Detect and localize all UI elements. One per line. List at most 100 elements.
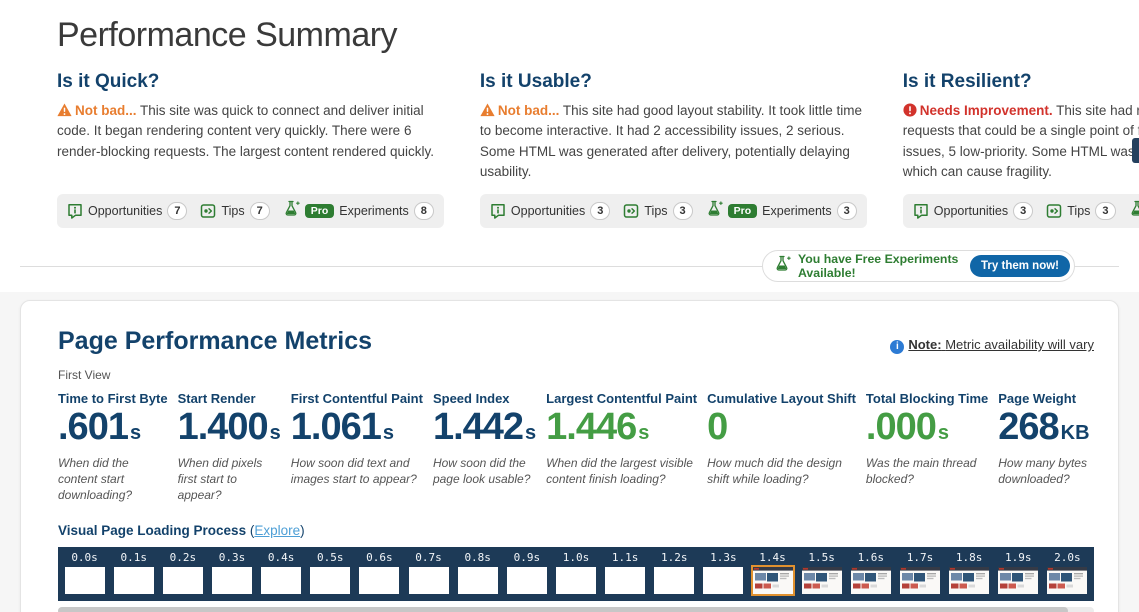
metric-speed-index: Speed Index 1.442 s How soon did the page l… <box>433 391 546 503</box>
warning-icon <box>480 103 498 118</box>
frame-thumbnail[interactable] <box>211 567 252 595</box>
frame-thumbnail[interactable] <box>949 567 990 595</box>
filmstrip-frame-0.4s[interactable]: 0.4s <box>257 551 306 595</box>
frame-thumbnail[interactable] <box>506 567 547 595</box>
filmstrip-frame-1.7s[interactable]: 1.7s <box>895 551 944 595</box>
filmstrip-frame-1.8s[interactable]: 1.8s <box>945 551 994 595</box>
frame-thumbnail[interactable] <box>654 567 695 595</box>
frame-timestamp: 2.0s <box>1054 551 1081 565</box>
frame-timestamp: 1.9s <box>1004 551 1032 565</box>
page-performance-metrics-card: Page Performance Metrics i Note: Metric a… <box>20 300 1119 612</box>
frame-timestamp: 0.1s <box>120 551 147 565</box>
assessment-heading: Is it Usable? <box>479 71 592 92</box>
frame-thumbnail[interactable] <box>605 567 646 595</box>
frame-timestamp: 1.2s <box>661 551 688 565</box>
filmstrip-frame-0.1s[interactable]: 0.1s <box>109 551 158 595</box>
metrics-heading: Page Performance Metrics <box>58 327 373 355</box>
filmstrip-frame-1.2s[interactable]: 1.2s <box>650 551 699 595</box>
experiments-badge[interactable]: Pro Experiments 8 <box>283 200 434 222</box>
filmstrip-frame-0.9s[interactable]: 0.9s <box>502 551 551 595</box>
frame-thumbnail[interactable] <box>310 567 351 595</box>
filmstrip-frame-1.6s[interactable]: 1.6s <box>846 551 895 595</box>
metric-description: When did the largest visible content fin… <box>546 455 693 487</box>
opportunities-badge[interactable]: Opportunities 3 <box>490 202 611 220</box>
try-experiments-button[interactable]: Try them now! <box>970 255 1070 277</box>
metric-description: Was the main thread blocked? <box>865 455 977 487</box>
first-view-label: First View <box>58 368 111 382</box>
metric-value: 268 KB <box>998 406 1090 448</box>
filmstrip-frame-2.0s[interactable]: 2.0s <box>1043 551 1092 595</box>
metric-label: Total Blocking Time <box>865 391 989 406</box>
tips-badge[interactable]: Tips 3 <box>1046 202 1116 220</box>
frame-thumbnail[interactable] <box>64 567 105 595</box>
frame-thumbnail[interactable] <box>998 567 1039 595</box>
filmstrip-frame-1.1s[interactable]: 1.1s <box>601 551 650 595</box>
metric-description: When did the content start downloading? <box>58 455 133 503</box>
frame-thumbnail[interactable] <box>801 567 842 595</box>
frame-thumbnail[interactable] <box>408 567 449 595</box>
frame-thumbnail[interactable] <box>457 567 498 595</box>
tips-badge[interactable]: Tips 3 <box>623 202 693 220</box>
frame-thumbnail[interactable] <box>850 567 891 595</box>
filmstrip-frame-0.0s[interactable]: 0.0s <box>60 551 109 595</box>
filmstrip-frame-1.4s[interactable]: 1.4s <box>748 551 797 597</box>
frame-timestamp: 1.1s <box>611 551 639 565</box>
filmstrip-frame-0.8s[interactable]: 0.8s <box>453 551 502 595</box>
filmstrip-frame-1.3s[interactable]: 1.3s <box>699 551 748 595</box>
explore-link[interactable]: Explore <box>254 523 301 539</box>
frame-thumbnail[interactable] <box>703 567 744 595</box>
metric-label: Page Weight <box>998 391 1077 406</box>
assessment-description: Not bad... This site was quick to connec… <box>57 103 434 159</box>
filmstrip-scrollbar[interactable] <box>58 607 1094 612</box>
tips-badge[interactable]: Tips 7 <box>200 202 270 220</box>
frame-timestamp: 0.3s <box>218 551 246 565</box>
frame-thumbnail[interactable] <box>162 567 203 595</box>
frame-timestamp: 1.5s <box>808 551 835 565</box>
frame-timestamp: 1.4s <box>759 551 786 565</box>
assessment-is-it-quick: Is it Quick? Not bad... This site was qui… <box>57 71 444 228</box>
frame-thumbnail[interactable] <box>750 565 795 597</box>
divider-row: You have Free Experiments Available! Try… <box>20 240 1119 292</box>
assessment-heading: Is it Resilient? <box>902 71 1032 92</box>
metric-description: How many bytes downloaded? <box>998 455 1087 487</box>
metric-cumulative-layout-shift: Cumulative Layout Shift 0 How much did the… <box>707 391 866 503</box>
opportunities-badge[interactable]: Opportunities 7 <box>67 202 188 220</box>
filmstrip-frame-1.9s[interactable]: 1.9s <box>994 551 1043 595</box>
frame-timestamp: 1.7s <box>906 551 934 565</box>
filmstrip-frame-0.5s[interactable]: 0.5s <box>306 551 355 595</box>
metric-description: When did pixels first start to appear? <box>177 455 263 503</box>
metric-value: 0 <box>707 406 728 448</box>
edge-tab[interactable] <box>1132 138 1139 163</box>
metric-label: Cumulative Layout Shift <box>707 391 856 406</box>
metric-availability-note[interactable]: i Note: Metric availability will vary <box>890 337 1094 354</box>
frame-thumbnail[interactable] <box>359 567 400 595</box>
frame-timestamp: 0.4s <box>267 551 295 565</box>
assessment-description: Needs Improvement. This site had render-… <box>902 103 1139 179</box>
status-text: Not bad... <box>75 103 137 118</box>
scrollbar-thumb[interactable] <box>58 607 1069 612</box>
metric-description: How soon did text and images start to ap… <box>290 455 417 487</box>
filmstrip-frame-1.5s[interactable]: 1.5s <box>797 551 846 595</box>
metric-largest-contentful-paint: Largest Contentful Paint 1.446 s When did t… <box>546 391 707 503</box>
frame-timestamp: 0.9s <box>513 551 541 565</box>
frame-thumbnail[interactable] <box>113 567 154 595</box>
filmstrip-frame-0.2s[interactable]: 0.2s <box>158 551 207 595</box>
frame-thumbnail[interactable] <box>261 567 302 595</box>
filmstrip-frame-0.3s[interactable]: 0.3s <box>207 551 256 595</box>
assessment-columns: Is it Quick? Not bad... This site was qui… <box>57 71 1139 228</box>
experiments-badge[interactable]: ProExperiments9 <box>1129 200 1139 222</box>
assessment-is-it-resilient: Is it Resilient? Needs Improvement. This … <box>902 71 1139 228</box>
frame-thumbnail[interactable] <box>1047 567 1088 595</box>
error-icon <box>903 103 920 118</box>
experiments-badge[interactable]: Pro Experiments 3 <box>706 200 857 222</box>
banner-text: You have Free Experiments Available! <box>798 252 959 280</box>
filmstrip-frame-1.0s[interactable]: 1.0s <box>551 551 600 595</box>
filmstrip-frame-0.7s[interactable]: 0.7s <box>404 551 453 595</box>
flask-icon <box>706 200 723 222</box>
metric-value: 1.061 s <box>290 406 394 448</box>
frame-thumbnail[interactable] <box>899 567 940 595</box>
frame-thumbnail[interactable] <box>555 567 596 595</box>
status-text: Not bad... <box>497 103 560 118</box>
opportunities-badge[interactable]: Opportunities 3 <box>913 202 1034 220</box>
filmstrip-frame-0.6s[interactable]: 0.6s <box>355 551 404 595</box>
